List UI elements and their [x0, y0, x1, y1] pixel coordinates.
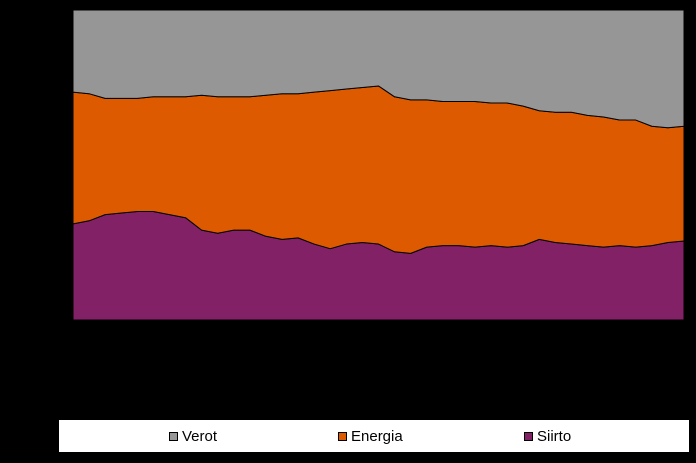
- legend-swatch-verot: [169, 431, 178, 441]
- legend-label-energia: Energia: [351, 427, 403, 445]
- area-verot: [72, 9, 685, 129]
- legend-label-verot: Verot: [182, 427, 218, 445]
- legend-item-siirto: Siirto: [524, 427, 571, 445]
- legend-label-siirto: Siirto: [537, 427, 572, 445]
- legend-item-energia: Energia: [338, 427, 403, 445]
- legend-swatch-energia: [338, 431, 347, 441]
- legend: Verot Energia Siirto: [58, 419, 690, 453]
- legend-item-verot: Verot: [169, 427, 217, 445]
- legend-swatch-siirto: [524, 431, 533, 441]
